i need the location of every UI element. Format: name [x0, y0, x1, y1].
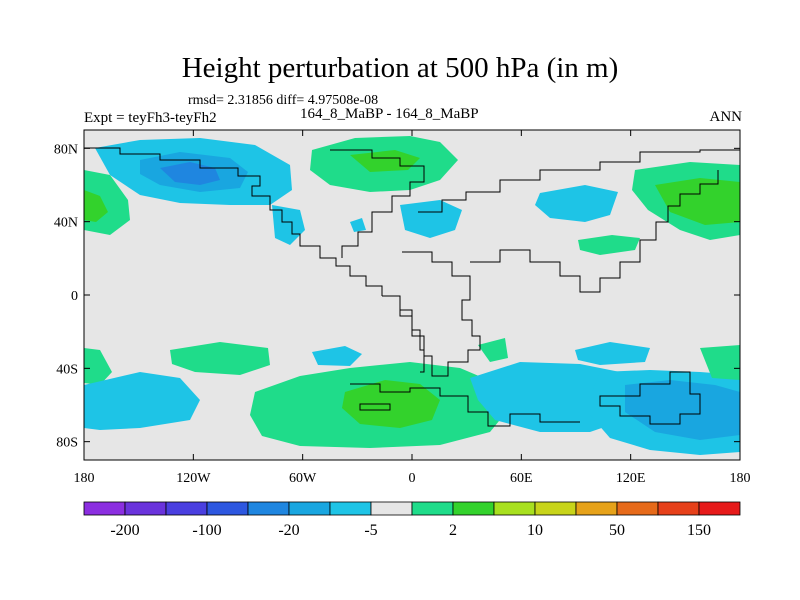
coastline-americas-west — [84, 147, 383, 296]
colorbar-label: 10 — [527, 522, 543, 539]
lat-tick-label: 40N — [54, 216, 78, 231]
colorbar-label: -200 — [110, 522, 139, 539]
fill-negative-indian-north — [575, 342, 650, 365]
colorbar-swatch — [411, 501, 454, 516]
colorbar-label: 2 — [449, 522, 457, 539]
colorbar-label: 50 — [609, 522, 625, 539]
colorbar-swatch — [575, 501, 618, 516]
colorbar-swatch — [616, 501, 659, 516]
coastline-australia — [599, 371, 701, 425]
lon-tick-label: 60E — [510, 471, 533, 486]
lat-tick-label: 80S — [56, 436, 78, 451]
fill-positive-spacific — [170, 342, 270, 375]
lon-tick-label: 0 — [409, 471, 416, 486]
lat-tick-label: 80N — [54, 142, 78, 157]
fill-negative-asia — [535, 185, 618, 222]
fill-negative-europe — [400, 200, 462, 238]
colorbar-swatch — [657, 501, 700, 516]
coastline-asia-south — [470, 170, 719, 293]
fill-negative-satlantic-spot — [312, 346, 362, 366]
fill-positive-spacific-edge — [700, 345, 740, 380]
fill-positive-indian-spot — [478, 338, 508, 362]
colorbar: -200 -100 -20 -5 2 10 50 150 — [83, 501, 741, 539]
longitude-axis: 180 120W 60W 0 60E 120E 180 — [74, 130, 751, 486]
latitude-axis: 80N 40N 0 40S 80S — [54, 142, 740, 451]
colorbar-swatch — [452, 501, 495, 516]
colorbar-swatch — [534, 501, 577, 516]
colorbar-label: -100 — [192, 522, 221, 539]
colorbar-swatch — [206, 501, 249, 516]
colorbar-label: 150 — [687, 522, 711, 539]
lon-tick-label: 120W — [176, 471, 211, 486]
case-label: 164_8_MaBP - 164_8_MaBP — [300, 106, 479, 122]
lon-tick-label: 120E — [616, 471, 646, 486]
colorbar-swatch — [329, 501, 372, 516]
lat-tick-label: 40S — [56, 362, 78, 377]
fill-positive-npacific-east-core — [655, 178, 740, 225]
colorbar-swatch — [288, 501, 331, 516]
lon-tick-label: 60W — [289, 471, 317, 486]
fill-positive-west-edge-core — [84, 190, 108, 222]
coastline-antarctica — [350, 383, 580, 427]
coastline-island — [359, 403, 391, 411]
colorbar-swatch — [370, 501, 413, 516]
lon-tick-label: 180 — [74, 471, 95, 486]
fill-positive-asia — [578, 235, 640, 255]
colorbar-swatch — [698, 501, 741, 516]
coastline-africa — [399, 251, 481, 377]
colorbar-label: -20 — [278, 522, 299, 539]
lon-tick-label: 180 — [730, 471, 751, 486]
rmsd-diff-stats: rmsd= 2.31856 diff= 4.97508e-08 — [188, 93, 379, 108]
colorbar-swatch — [165, 501, 208, 516]
fill-negative-namerica — [272, 205, 305, 245]
fill-positive-satlantic-core — [342, 380, 440, 428]
contour-fills — [84, 136, 740, 455]
fill-negative-spacific-west — [84, 372, 200, 430]
colorbar-label: -5 — [364, 522, 377, 539]
coastline-greenland — [330, 149, 425, 258]
coastlines — [84, 147, 740, 427]
colorbar-swatch — [124, 501, 167, 516]
colorbar-swatch — [493, 501, 536, 516]
coastline-eurasia-north — [418, 149, 740, 213]
season-label: ANN — [709, 109, 743, 125]
lat-tick-label: 0 — [71, 289, 78, 304]
colorbar-swatch — [83, 501, 126, 516]
colorbar-swatch — [247, 501, 290, 516]
fill-negative-atlantic-spot — [350, 218, 366, 232]
fill-negative-spacific-east-core — [625, 380, 740, 440]
fill-positive-spacific-west — [84, 348, 112, 385]
experiment-label: Expt = teyFh3-teyFh2 — [84, 110, 217, 126]
plot-title: Height perturbation at 500 hPa (in m) — [181, 52, 619, 84]
